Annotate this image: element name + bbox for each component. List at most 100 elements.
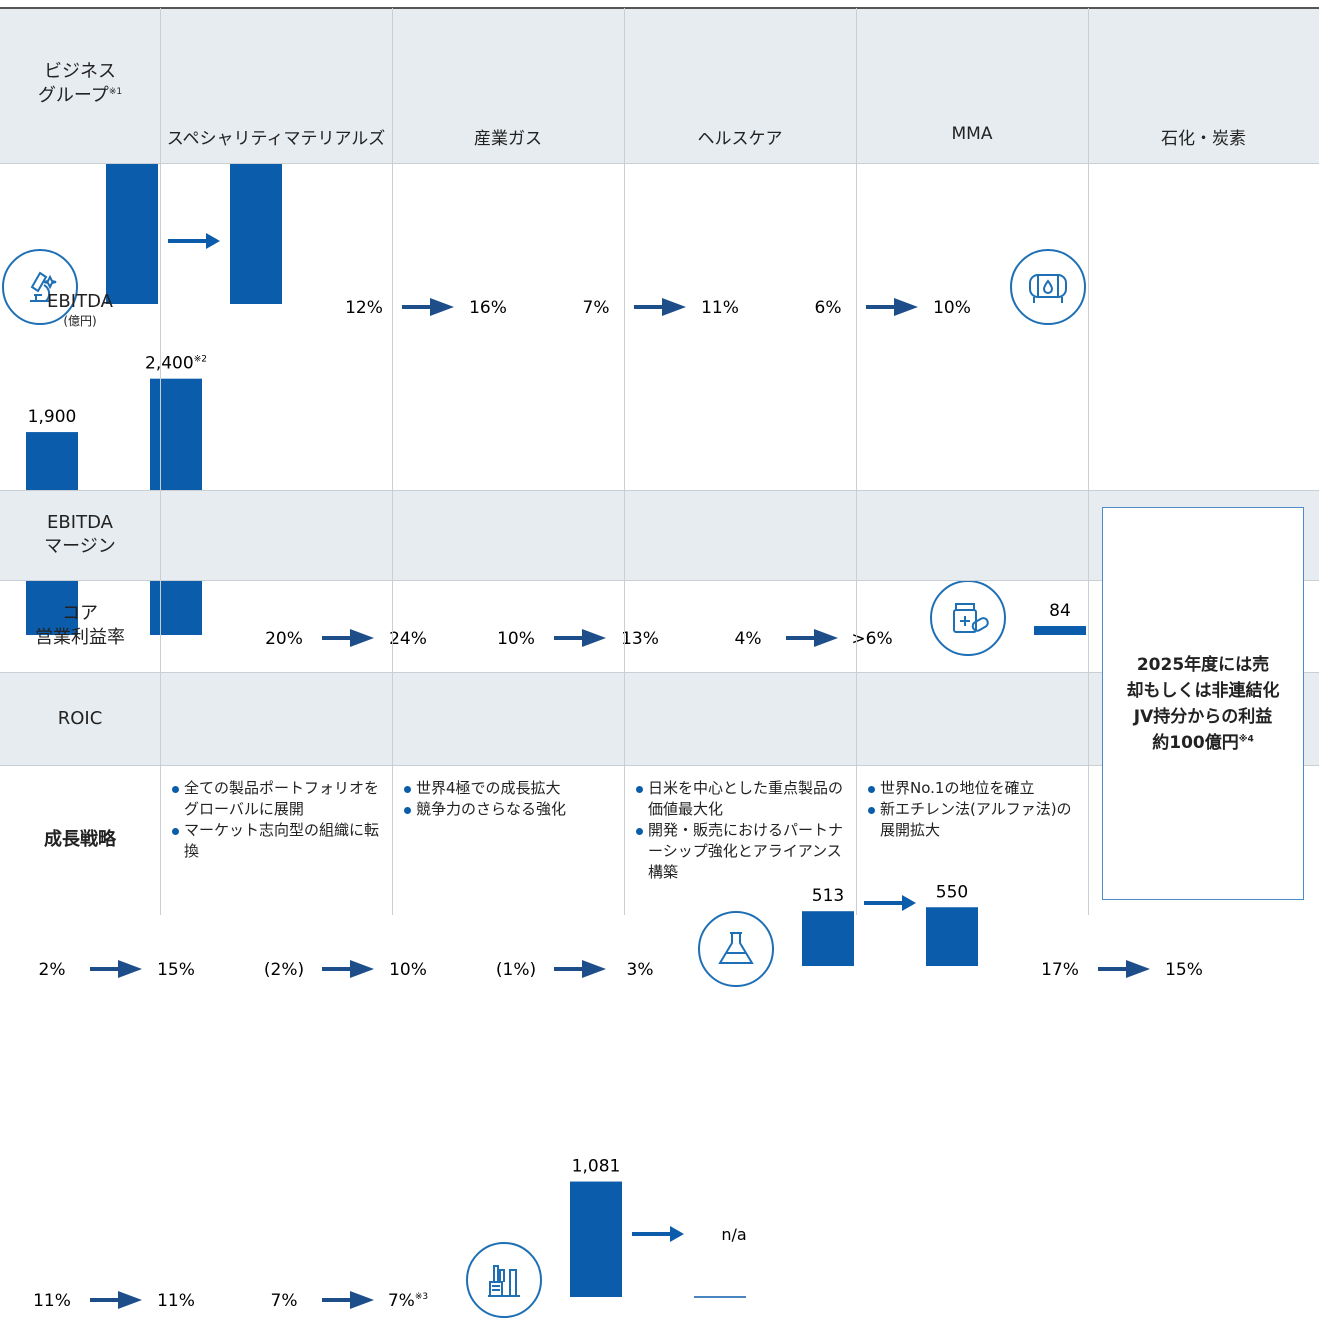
value-text: 1,900 bbox=[28, 407, 77, 427]
value-text: 513 bbox=[812, 886, 844, 906]
note-line: JV持分からの利益 bbox=[1134, 704, 1272, 730]
arrowhead bbox=[902, 895, 916, 911]
metric-value: 20% bbox=[265, 629, 303, 649]
bar bbox=[802, 911, 854, 966]
metric-text: >6% bbox=[851, 629, 892, 649]
label-line: ビジネス bbox=[44, 61, 116, 82]
metric: 10% 13% bbox=[497, 629, 659, 649]
metric-value: 3% bbox=[627, 960, 654, 980]
bullet-list: 世界No.1の地位を確立 新エチレン法(アルファ法)の展開拡大 bbox=[868, 778, 1076, 841]
value-label: n/a bbox=[721, 1225, 746, 1244]
row-label: ビジネス グループ※1 bbox=[0, 8, 160, 163]
metric-text: 15% bbox=[1165, 960, 1203, 980]
footnote-mark: ※2 bbox=[194, 355, 207, 365]
header-band bbox=[0, 8, 1319, 163]
label-line: 成長戦略 bbox=[44, 829, 116, 850]
row-rule bbox=[0, 490, 1319, 491]
metric-text: 15% bbox=[157, 960, 195, 980]
arrowhead bbox=[350, 1291, 374, 1309]
metric-value: 7% bbox=[583, 298, 610, 318]
icon bbox=[2, 249, 78, 325]
row-rule bbox=[0, 580, 1319, 581]
metric-value: 15% bbox=[1165, 960, 1203, 980]
metric: 2% 15% bbox=[39, 960, 195, 980]
metric-value: 12% bbox=[345, 298, 383, 318]
value-label: 513 bbox=[812, 886, 844, 906]
metric-value: 11% bbox=[157, 1291, 195, 1311]
metric: 20% 24% bbox=[265, 629, 427, 649]
label-line: 営業利益率 bbox=[35, 627, 125, 648]
bullet: 世界No.1の地位を確立 bbox=[868, 778, 1076, 799]
metric-value: 10% bbox=[497, 629, 535, 649]
footnote-mark: ※3 bbox=[415, 1292, 428, 1302]
top-rule bbox=[0, 7, 1319, 9]
arrowhead bbox=[206, 233, 220, 249]
metric-text: 16% bbox=[469, 298, 507, 318]
row-label: EBITDA (億円) bbox=[0, 163, 160, 490]
value-label: 2,400※2 bbox=[145, 354, 207, 374]
bullet: 開発・販売におけるパートナーシップ強化とアライアンス構築 bbox=[636, 820, 844, 883]
strategy: 世界No.1の地位を確立 新エチレン法(アルファ法)の展開拡大 bbox=[868, 778, 1076, 841]
bullet: マーケット志向型の組織に転換 bbox=[172, 820, 380, 862]
bullet: 新エチレン法(アルファ法)の展開拡大 bbox=[868, 799, 1076, 841]
row-rule bbox=[0, 163, 1319, 164]
arrowhead bbox=[582, 960, 606, 978]
metric: (2%) 10% bbox=[264, 960, 427, 980]
col-rule bbox=[856, 8, 857, 915]
note-box: 2025年度には売 却もしくは非連結化 JV持分からの利益 約100億円※4 bbox=[1102, 507, 1304, 900]
row-label: 成長戦略 bbox=[0, 765, 160, 915]
arrowhead bbox=[118, 1291, 142, 1309]
metric: 7% 7%※3 bbox=[271, 1291, 428, 1311]
col-rule bbox=[392, 8, 393, 915]
metric-text: 13% bbox=[621, 629, 659, 649]
icon bbox=[1010, 249, 1086, 325]
value-text: 2,400 bbox=[145, 354, 194, 374]
metric-text: 10% bbox=[389, 960, 427, 980]
note-text: 2025年度には売 bbox=[1136, 654, 1270, 675]
note-text: 却もしくは非連結化 bbox=[1126, 680, 1280, 701]
metric-value: 6% bbox=[815, 298, 842, 318]
icon bbox=[930, 580, 1006, 656]
bullet-list: 全ての製品ポートフォリオをグローバルに展開 マーケット志向型の組織に転換 bbox=[172, 778, 380, 862]
unit: (億円) bbox=[63, 314, 97, 328]
col-rule bbox=[1088, 8, 1089, 915]
bullet-list: 日米を中心とした重点製品の価値最大化 開発・販売におけるパートナーシップ強化とアラ… bbox=[636, 778, 844, 883]
metric-value: 2% bbox=[39, 960, 66, 980]
row-label: EBITDA マージン bbox=[0, 490, 160, 580]
arrowhead bbox=[350, 629, 374, 647]
metric: 11% 11% bbox=[33, 1291, 195, 1311]
metric-value: 10% bbox=[933, 298, 971, 318]
metric-value: (1%) bbox=[496, 960, 536, 980]
group-name: スペシャリティマテリアルズ bbox=[166, 129, 386, 149]
arrowhead bbox=[894, 298, 918, 316]
metric-text: 7% bbox=[388, 1291, 415, 1311]
note-line: 却もしくは非連結化 bbox=[1127, 678, 1280, 704]
icon bbox=[466, 1242, 542, 1318]
label-line: マージン bbox=[44, 536, 116, 557]
metric: 12% 16% bbox=[345, 298, 507, 318]
label-line: EBITDA bbox=[47, 512, 113, 533]
metric-value: >6% bbox=[851, 629, 892, 649]
metric-value: 4% bbox=[735, 629, 762, 649]
band bbox=[0, 490, 1319, 580]
arrowhead bbox=[350, 960, 374, 978]
value-text: 1,081 bbox=[572, 1157, 621, 1177]
group-name: MMA bbox=[951, 124, 993, 144]
metric-value: 16% bbox=[469, 298, 507, 318]
row-label: ROIC bbox=[0, 672, 160, 765]
value-label: 84 bbox=[1049, 601, 1071, 621]
metric-value: 7%※3 bbox=[388, 1291, 428, 1311]
arrowhead bbox=[118, 960, 142, 978]
value-text: 84 bbox=[1049, 601, 1071, 621]
metric-text: 10% bbox=[933, 298, 971, 318]
metric: 6% 10% bbox=[815, 298, 971, 318]
metric-value: (2%) bbox=[264, 960, 304, 980]
group-name: ヘルスケア bbox=[697, 129, 783, 149]
value-text: 550 bbox=[936, 882, 968, 902]
bar bbox=[106, 160, 158, 304]
bullet: 競争力のさらなる強化 bbox=[404, 799, 612, 820]
page: ビジネス グループ※1 EBITDA (億円) EBITDA マージン コア 営業利益率 ROI… bbox=[0, 7, 1319, 1318]
note-line: 2025年度には売 bbox=[1137, 652, 1269, 678]
metric: (1%) 3% bbox=[496, 960, 654, 980]
group-name: 石化・炭素 bbox=[1161, 129, 1246, 149]
